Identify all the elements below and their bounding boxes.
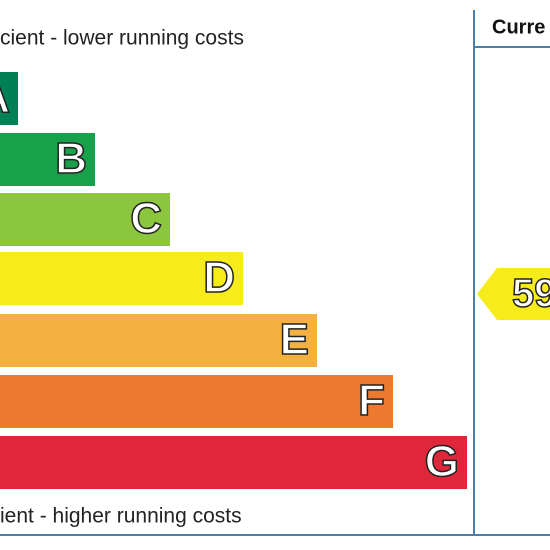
- bottom-note: ient - higher running costs: [0, 505, 242, 528]
- band-letter: A: [0, 73, 10, 122]
- band-bar: [0, 314, 317, 367]
- band-letter: G: [425, 437, 459, 486]
- band-bar: [0, 436, 467, 489]
- band-letter: B: [55, 134, 87, 183]
- band-bar: [0, 133, 95, 186]
- column-header: Curre: [492, 16, 545, 38]
- current-rating: 59: [512, 272, 550, 316]
- band-letter: E: [280, 315, 309, 364]
- top-note: cient - lower running costs: [0, 27, 244, 50]
- band-bar: [0, 193, 170, 246]
- bands: ABCDEFG: [0, 72, 467, 489]
- band-letter: D: [203, 253, 235, 302]
- current-arrow: [477, 268, 550, 320]
- band-letter: F: [358, 376, 385, 425]
- band-bar: [0, 375, 393, 428]
- band-bar: [0, 252, 243, 305]
- band-bar: [0, 72, 18, 125]
- band-letter: C: [130, 194, 162, 243]
